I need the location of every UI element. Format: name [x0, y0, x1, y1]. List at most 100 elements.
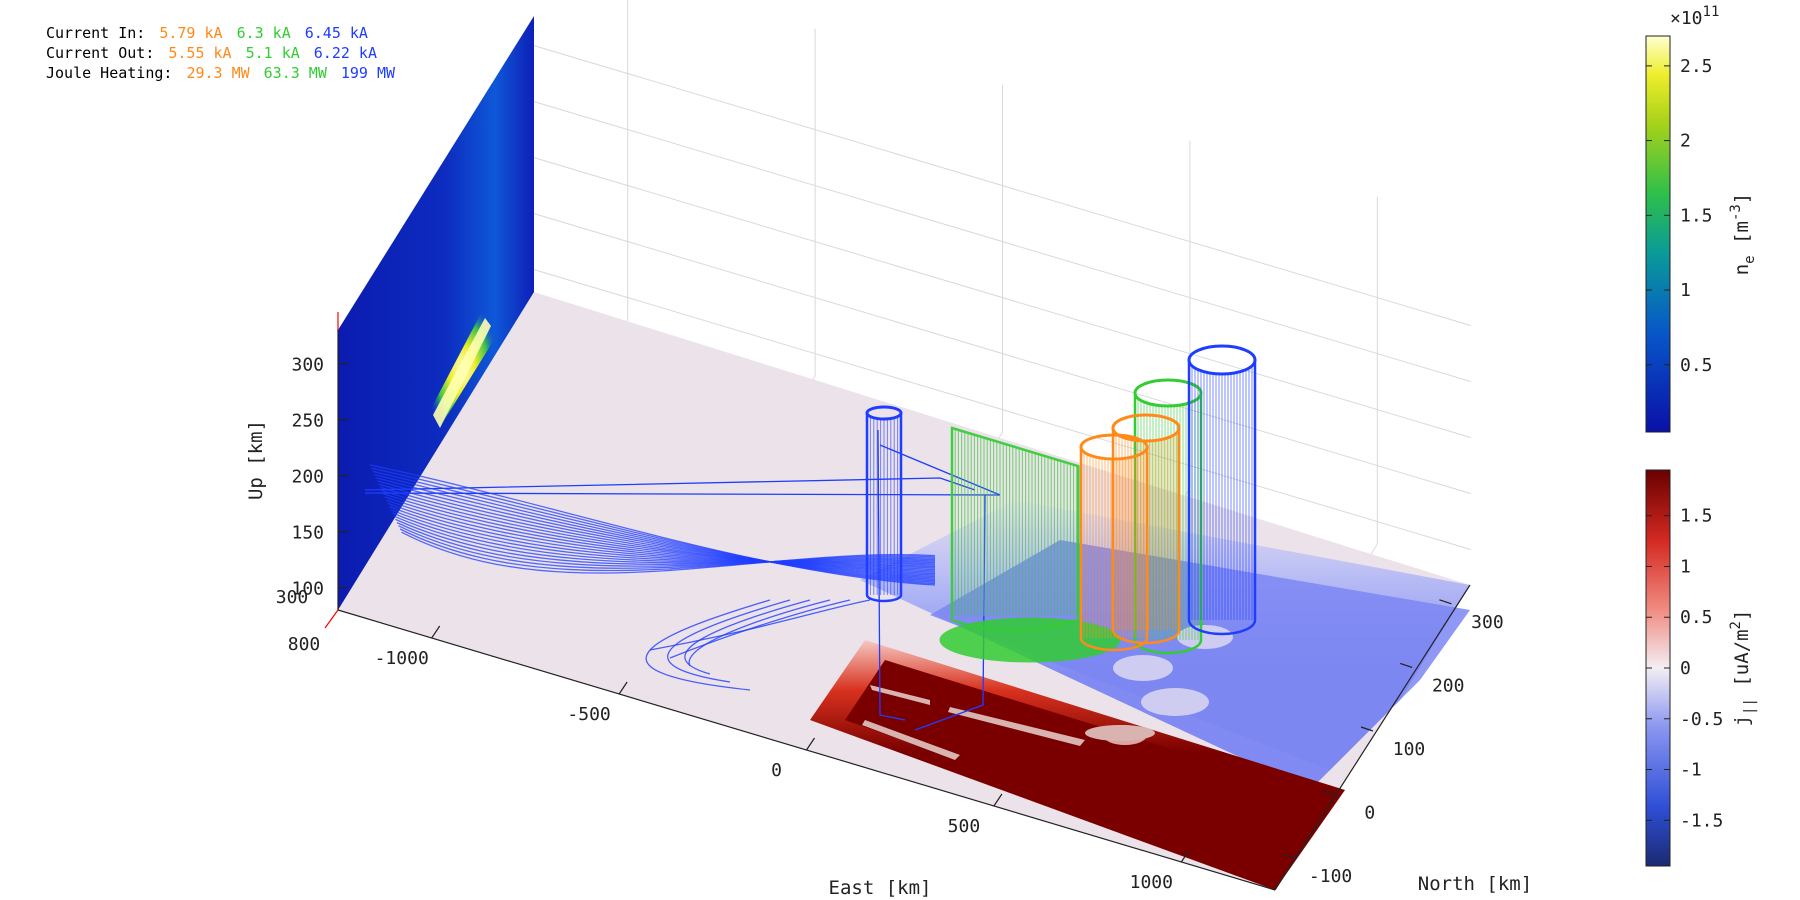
colorbar-current: -1.5 -1 -0.5 0 0.5 1 1.5 j|| [uA/m2]: [1645, 469, 1758, 867]
field-line-11: [386, 499, 936, 571]
current-out-label: Current Out:: [46, 44, 154, 62]
tube-blue-west: [865, 405, 903, 603]
up-tick-3: 250: [291, 411, 324, 432]
colorbar-density-exponent: ×1011: [1670, 4, 1719, 29]
up-tick-4: 300: [291, 355, 324, 376]
east-tick-mark-0: [431, 625, 441, 639]
current-in-value-3: 6.45 kA: [305, 24, 368, 42]
field-line-low-0: [649, 599, 871, 651]
colorbar-current-tick-3: 0: [1680, 658, 1691, 679]
east-tick-4: 1000: [1130, 872, 1173, 893]
east-tick-mark-2: [806, 737, 815, 751]
colorbar-density-tick-4: 2.5: [1680, 56, 1713, 77]
marker-red-label: 800: [288, 634, 321, 655]
up-tick-1: 150: [291, 523, 324, 544]
stats-legend: Current In: 5.79 kA 6.3 kA 6.45 kA Current …: [46, 24, 396, 82]
up-tick-0: 100: [291, 579, 324, 600]
east-axis-title: East [km]: [829, 877, 932, 899]
east-tick-mark-4: [1180, 849, 1190, 863]
east-tick-1: -500: [567, 704, 610, 725]
svg-text:ne [m-3]: ne [m-3]: [1728, 193, 1758, 276]
east-tick-mark-3: [993, 793, 1003, 807]
field-line-low-1: [669, 599, 851, 659]
current-in-value-2: 6.3 kA: [237, 24, 291, 42]
floor-streaks: [862, 685, 1155, 760]
north-tick-3: 200: [1432, 675, 1465, 696]
field-line-14: [390, 509, 936, 567]
grid-line-up-4: [533, 45, 1472, 327]
north-tick-mark-1: [1321, 790, 1334, 796]
colorbar-density-tick-1: 1: [1680, 280, 1691, 301]
field-lines: [364, 429, 1001, 731]
grid-line-up-0: [533, 269, 1472, 551]
colorbar-current-tick-6: 1.5: [1680, 506, 1713, 527]
field-line-low-5: [645, 599, 771, 691]
up-tick-2: 200: [291, 467, 324, 488]
field-line-low-2: [688, 599, 831, 667]
colorbar-current-label: j|| [uA/m2]: [1728, 610, 1758, 727]
tube-orange-east: [1111, 413, 1181, 645]
grid-line-up-2: [533, 157, 1472, 439]
field-line-19: [398, 525, 936, 569]
colorbar-density-label: ne [m-3]: [1728, 193, 1758, 276]
up-axis-title: Up [km]: [245, 420, 267, 500]
colorbar-density-tick-3: 2: [1680, 131, 1691, 152]
north-tick-mark-3: [1400, 662, 1413, 668]
floor-downward-current-core: [930, 540, 1470, 770]
east-tick-0: -1000: [375, 648, 429, 669]
density-hotspot-core: [433, 318, 491, 428]
current-out-value-3: 6.22 kA: [314, 44, 377, 62]
field-line-15: [392, 512, 936, 565]
field-line-0: [369, 464, 936, 586]
field-line-10: [384, 496, 936, 572]
field-line-straight-b: [364, 477, 976, 491]
north-tick-1: 0: [1364, 803, 1375, 824]
east-tick-3: 500: [948, 816, 981, 837]
current-in-line: Current In: 5.79 kA 6.3 kA 6.45 kA: [46, 24, 368, 42]
current-in-label: Current In:: [46, 24, 145, 42]
colorbar-current-tick-4: 0.5: [1680, 607, 1713, 628]
field-line-4: [375, 477, 936, 581]
current-out-line: Current Out: 5.55 kA 5.1 kA 6.22 kA: [46, 44, 377, 62]
current-out-value-2: 5.1 kA: [246, 44, 300, 62]
field-line-6: [378, 483, 936, 578]
flux-tubes: [865, 344, 1257, 663]
field-line-21: [401, 531, 936, 574]
north-tick-2: 100: [1393, 739, 1426, 760]
field-line-5: [377, 480, 936, 579]
grid-line-up-3: [533, 101, 1472, 383]
colorbar-current-tick-2: -0.5: [1680, 709, 1723, 730]
tick-marks: [338, 363, 1452, 863]
current-in-value-1: 5.79 kA: [159, 24, 222, 42]
field-line-8: [381, 489, 936, 575]
field-line-16: [393, 515, 936, 564]
east-tick-mark-1: [618, 681, 628, 695]
colorbar-current-tick-1: -1: [1680, 760, 1702, 781]
field-line-low-4: [667, 599, 791, 683]
grid-line-up-1: [533, 213, 1472, 495]
north-axis-title: North [km]: [1418, 873, 1532, 895]
field-line-17: [395, 518, 936, 565]
colorbar-current-tick-5: 1: [1680, 556, 1691, 577]
density-slice-wall: [338, 16, 534, 610]
joule-heating-value-2: 63.3 MW: [264, 64, 328, 82]
field-line-2: [372, 470, 936, 583]
marker-blue-label: 300: [276, 587, 309, 608]
marker-red-tick: [324, 609, 339, 629]
tube-blue-east: [1187, 344, 1257, 636]
east-tick-2: 0: [771, 760, 782, 781]
colorbar-density-tick-0: 0.5: [1680, 355, 1713, 376]
field-line-18: [396, 522, 936, 567]
tube-orange-west: [1079, 433, 1149, 652]
joule-heating-label: Joule Heating:: [46, 64, 172, 82]
colorbar-current-tick-0: -1.5: [1680, 810, 1723, 831]
joule-heating-value-1: 29.3 MW: [186, 64, 250, 82]
field-line-low-3: [684, 599, 811, 675]
north-tick-4: 300: [1471, 612, 1504, 633]
colorbar-density-tick-2: 1.5: [1680, 205, 1713, 226]
joule-heating-value-3: 199 MW: [341, 64, 396, 82]
north-tick-mark-2: [1360, 726, 1374, 732]
colorbar-density: ×1011 0.5 1 1.5 2 2.5 ne [m-3]: [1645, 4, 1758, 433]
